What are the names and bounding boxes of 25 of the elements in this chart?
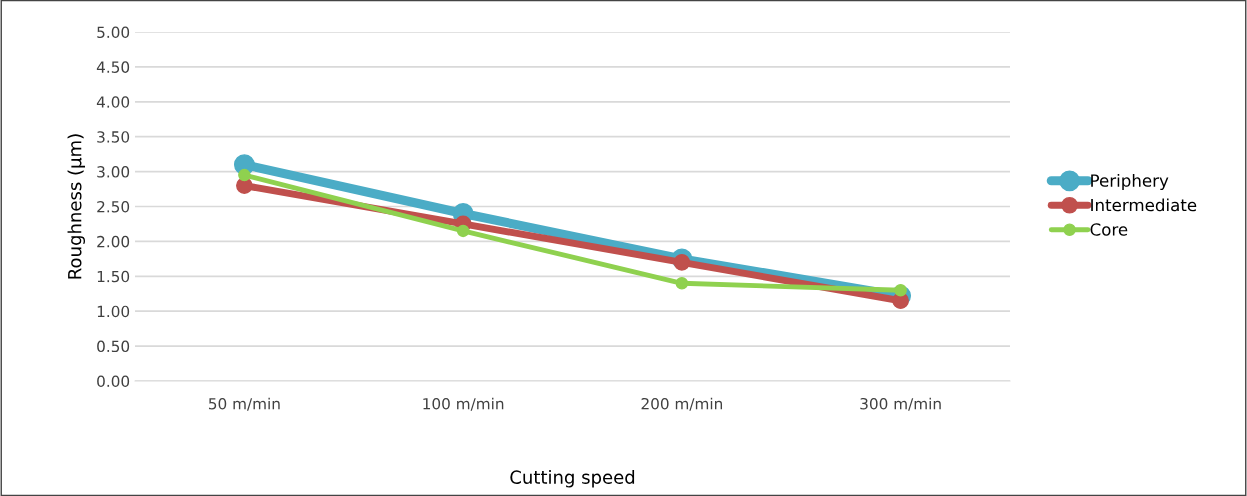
y-axis-title: Roughness (µm) <box>67 134 86 279</box>
y-tick-label: 1.50 <box>97 270 130 283</box>
legend-label: Core <box>1090 223 1128 236</box>
point <box>675 277 689 290</box>
y-tick-label: 3.00 <box>97 166 130 178</box>
y-tick-label: 4.00 <box>96 96 130 108</box>
y-tick-label: 1.00 <box>97 305 130 318</box>
point <box>894 284 907 297</box>
point <box>238 168 251 182</box>
x-axis-title: Cutting speed <box>510 470 635 488</box>
point <box>456 224 470 238</box>
y-tick-label: 4.50 <box>96 61 130 73</box>
y-tick-label: 0.50 <box>97 340 130 353</box>
y-tick-label: 3.50 <box>97 131 130 143</box>
y-tick-label: 5.00 <box>97 26 130 39</box>
point <box>673 254 691 271</box>
x-tick-label: 300 m/min <box>860 397 941 411</box>
legend-label: Periphery <box>1091 173 1169 191</box>
y-tick-label: 2.00 <box>97 235 130 248</box>
y-tick-label: 0.00 <box>97 375 130 388</box>
legend-label: Intermediate <box>1091 198 1197 212</box>
x-tick-label: 100 m/min <box>423 397 504 411</box>
x-tick-label: 50 m/min <box>208 397 280 411</box>
y-tick-label: 2.50 <box>97 200 130 213</box>
x-tick-label: 200 m/min <box>641 397 723 411</box>
